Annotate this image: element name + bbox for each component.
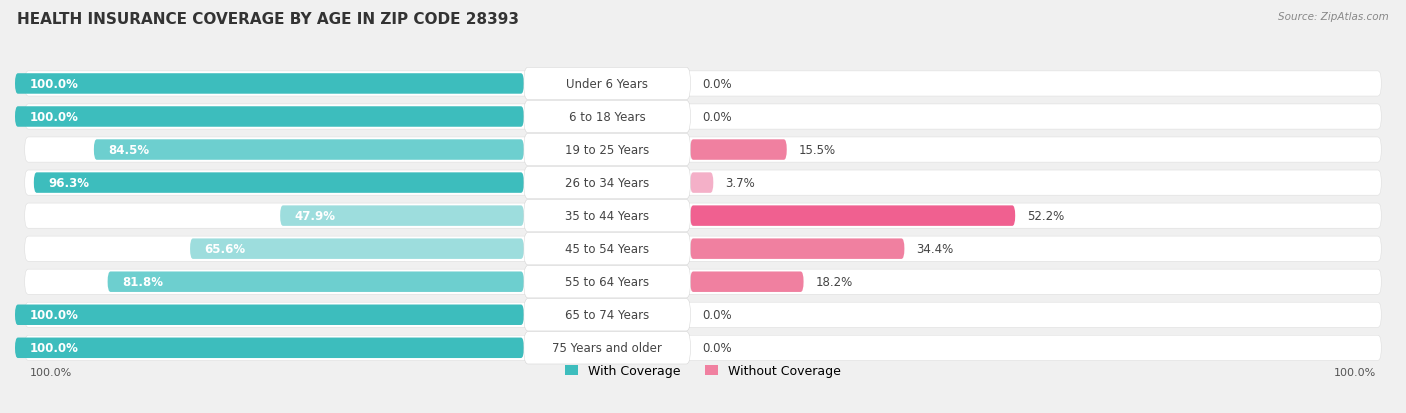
FancyBboxPatch shape bbox=[190, 239, 524, 259]
FancyBboxPatch shape bbox=[25, 171, 1381, 196]
Text: 96.3%: 96.3% bbox=[49, 177, 90, 190]
Text: 0.0%: 0.0% bbox=[702, 111, 731, 124]
Text: 100.0%: 100.0% bbox=[30, 342, 79, 354]
FancyBboxPatch shape bbox=[25, 138, 1381, 163]
FancyBboxPatch shape bbox=[108, 272, 524, 292]
FancyBboxPatch shape bbox=[524, 233, 690, 265]
FancyBboxPatch shape bbox=[25, 204, 1381, 229]
Text: 0.0%: 0.0% bbox=[702, 78, 731, 91]
Text: 0.0%: 0.0% bbox=[702, 342, 731, 354]
Text: 6 to 18 Years: 6 to 18 Years bbox=[568, 111, 645, 124]
Text: 81.8%: 81.8% bbox=[122, 275, 163, 289]
Text: Under 6 Years: Under 6 Years bbox=[567, 78, 648, 91]
FancyBboxPatch shape bbox=[25, 105, 1381, 130]
Text: 52.2%: 52.2% bbox=[1026, 210, 1064, 223]
FancyBboxPatch shape bbox=[690, 272, 804, 292]
FancyBboxPatch shape bbox=[15, 338, 524, 358]
FancyBboxPatch shape bbox=[524, 101, 690, 133]
Text: 65 to 74 Years: 65 to 74 Years bbox=[565, 309, 650, 321]
Text: Source: ZipAtlas.com: Source: ZipAtlas.com bbox=[1278, 12, 1389, 22]
FancyBboxPatch shape bbox=[524, 299, 690, 331]
Text: 100.0%: 100.0% bbox=[1334, 367, 1376, 377]
Text: 75 Years and older: 75 Years and older bbox=[553, 342, 662, 354]
FancyBboxPatch shape bbox=[690, 206, 1015, 226]
FancyBboxPatch shape bbox=[524, 332, 690, 364]
Text: 47.9%: 47.9% bbox=[295, 210, 336, 223]
Text: HEALTH INSURANCE COVERAGE BY AGE IN ZIP CODE 28393: HEALTH INSURANCE COVERAGE BY AGE IN ZIP … bbox=[17, 12, 519, 27]
FancyBboxPatch shape bbox=[524, 68, 690, 100]
FancyBboxPatch shape bbox=[25, 72, 1381, 97]
FancyBboxPatch shape bbox=[280, 206, 524, 226]
FancyBboxPatch shape bbox=[690, 239, 904, 259]
Text: 100.0%: 100.0% bbox=[30, 309, 79, 321]
FancyBboxPatch shape bbox=[524, 266, 690, 298]
Text: 55 to 64 Years: 55 to 64 Years bbox=[565, 275, 650, 289]
Text: 0.0%: 0.0% bbox=[702, 309, 731, 321]
FancyBboxPatch shape bbox=[25, 237, 1381, 261]
FancyBboxPatch shape bbox=[690, 140, 787, 160]
Text: 34.4%: 34.4% bbox=[917, 242, 953, 256]
Text: 84.5%: 84.5% bbox=[108, 144, 149, 157]
FancyBboxPatch shape bbox=[15, 107, 524, 128]
Text: 100.0%: 100.0% bbox=[30, 111, 79, 124]
Text: 26 to 34 Years: 26 to 34 Years bbox=[565, 177, 650, 190]
Text: 100.0%: 100.0% bbox=[30, 78, 79, 91]
FancyBboxPatch shape bbox=[15, 74, 524, 95]
Text: 18.2%: 18.2% bbox=[815, 275, 852, 289]
Text: 65.6%: 65.6% bbox=[205, 242, 246, 256]
Text: 19 to 25 Years: 19 to 25 Years bbox=[565, 144, 650, 157]
FancyBboxPatch shape bbox=[94, 140, 524, 160]
FancyBboxPatch shape bbox=[25, 335, 1381, 361]
FancyBboxPatch shape bbox=[25, 270, 1381, 294]
FancyBboxPatch shape bbox=[15, 305, 524, 325]
FancyBboxPatch shape bbox=[690, 173, 713, 193]
FancyBboxPatch shape bbox=[34, 173, 524, 193]
Text: 100.0%: 100.0% bbox=[30, 367, 72, 377]
FancyBboxPatch shape bbox=[524, 167, 690, 199]
Text: 15.5%: 15.5% bbox=[799, 144, 835, 157]
FancyBboxPatch shape bbox=[524, 200, 690, 232]
Text: 3.7%: 3.7% bbox=[725, 177, 755, 190]
FancyBboxPatch shape bbox=[25, 302, 1381, 328]
Text: 45 to 54 Years: 45 to 54 Years bbox=[565, 242, 650, 256]
FancyBboxPatch shape bbox=[524, 134, 690, 166]
Legend: With Coverage, Without Coverage: With Coverage, Without Coverage bbox=[565, 365, 841, 377]
Text: 35 to 44 Years: 35 to 44 Years bbox=[565, 210, 650, 223]
